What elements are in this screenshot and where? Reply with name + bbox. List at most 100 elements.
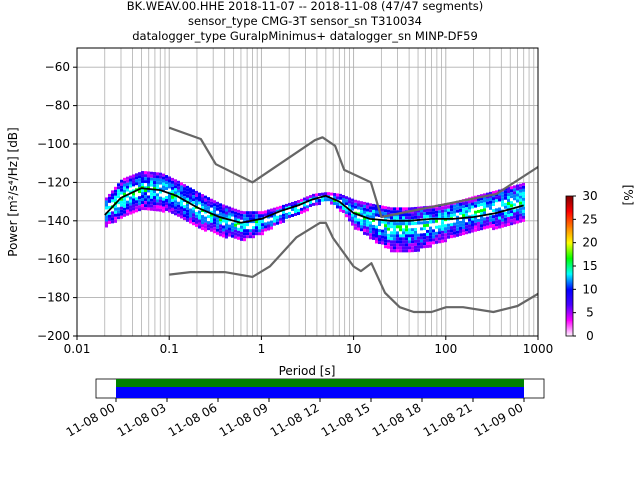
density-cell bbox=[135, 173, 138, 177]
density-cell bbox=[108, 220, 111, 224]
density-cell bbox=[492, 215, 495, 219]
density-cell bbox=[204, 228, 207, 232]
density-cell bbox=[156, 190, 159, 194]
density-cell bbox=[450, 220, 453, 224]
density-cell bbox=[450, 229, 453, 233]
density-cell bbox=[522, 188, 525, 192]
density-cell bbox=[417, 221, 420, 225]
density-cell bbox=[252, 232, 255, 236]
density-cell bbox=[192, 222, 195, 226]
density-cell bbox=[213, 215, 216, 219]
density-cell bbox=[159, 181, 162, 185]
density-cell bbox=[144, 204, 147, 208]
density-cell bbox=[447, 205, 450, 209]
density-cell bbox=[153, 202, 156, 206]
density-cell bbox=[495, 226, 498, 230]
density-cell bbox=[381, 238, 384, 242]
density-cell bbox=[240, 216, 243, 220]
density-cell bbox=[363, 231, 366, 235]
density-cell bbox=[324, 192, 327, 196]
density-cell bbox=[144, 174, 147, 178]
density-cell bbox=[111, 202, 114, 206]
density-cell bbox=[117, 201, 120, 205]
density-cell bbox=[411, 228, 414, 232]
density-cell bbox=[177, 198, 180, 202]
density-cell bbox=[399, 249, 402, 253]
density-cell bbox=[171, 204, 174, 208]
density-cell bbox=[501, 206, 504, 210]
density-cell bbox=[498, 213, 501, 217]
density-cell bbox=[363, 219, 366, 223]
density-cell bbox=[447, 211, 450, 215]
density-cell bbox=[243, 238, 246, 242]
density-cell bbox=[177, 183, 180, 187]
density-cell bbox=[144, 177, 147, 181]
density-cell bbox=[273, 207, 276, 211]
density-cell bbox=[486, 204, 489, 208]
density-cell bbox=[129, 211, 132, 215]
density-cell bbox=[390, 231, 393, 235]
density-cell bbox=[453, 207, 456, 211]
density-cell bbox=[150, 186, 153, 190]
density-cell bbox=[213, 203, 216, 207]
density-cell bbox=[270, 214, 273, 218]
density-cell bbox=[219, 233, 222, 237]
density-cell bbox=[444, 215, 447, 219]
density-cell bbox=[501, 191, 504, 195]
density-cell bbox=[333, 196, 336, 200]
density-cell bbox=[339, 193, 342, 197]
density-cell bbox=[489, 221, 492, 225]
density-cell bbox=[372, 224, 375, 228]
density-cell bbox=[183, 217, 186, 221]
density-cell bbox=[147, 207, 150, 211]
density-cell bbox=[510, 201, 513, 205]
density-cell bbox=[117, 207, 120, 211]
density-cell bbox=[414, 233, 417, 237]
density-cell bbox=[255, 214, 258, 218]
density-cell bbox=[111, 217, 114, 221]
density-cell bbox=[438, 231, 441, 235]
density-cell bbox=[438, 219, 441, 223]
density-cell bbox=[417, 209, 420, 213]
density-cell bbox=[414, 236, 417, 240]
density-cell bbox=[246, 229, 249, 233]
density-cell bbox=[195, 220, 198, 224]
density-cell bbox=[141, 192, 144, 196]
density-cell bbox=[351, 204, 354, 208]
density-cell bbox=[387, 227, 390, 231]
density-cell bbox=[351, 198, 354, 202]
colorbar-segment bbox=[566, 289, 573, 306]
density-cell bbox=[270, 220, 273, 224]
density-cell bbox=[477, 224, 480, 228]
density-cell bbox=[141, 201, 144, 205]
density-cell bbox=[162, 209, 165, 213]
density-cell bbox=[444, 224, 447, 228]
density-cell bbox=[198, 192, 201, 196]
density-cell bbox=[156, 196, 159, 200]
density-cell bbox=[375, 231, 378, 235]
density-cell bbox=[366, 202, 369, 206]
density-cell bbox=[393, 246, 396, 250]
density-cell bbox=[306, 196, 309, 200]
density-cell bbox=[402, 237, 405, 241]
density-cell bbox=[120, 188, 123, 192]
density-cell bbox=[474, 219, 477, 223]
density-cell bbox=[240, 213, 243, 217]
density-cell bbox=[132, 177, 135, 181]
density-cell bbox=[411, 246, 414, 250]
density-cell bbox=[372, 203, 375, 207]
density-cell bbox=[495, 190, 498, 194]
density-cell bbox=[432, 211, 435, 215]
density-cell bbox=[255, 226, 258, 230]
density-cell bbox=[513, 218, 516, 222]
density-cell bbox=[474, 207, 477, 211]
density-cell bbox=[372, 212, 375, 216]
density-cell bbox=[207, 200, 210, 204]
density-cell bbox=[237, 218, 240, 222]
density-cell bbox=[231, 234, 234, 238]
density-cell bbox=[456, 227, 459, 231]
density-cell bbox=[153, 178, 156, 182]
colorbar-tick-label: 20 bbox=[582, 236, 597, 250]
density-cell bbox=[372, 227, 375, 231]
